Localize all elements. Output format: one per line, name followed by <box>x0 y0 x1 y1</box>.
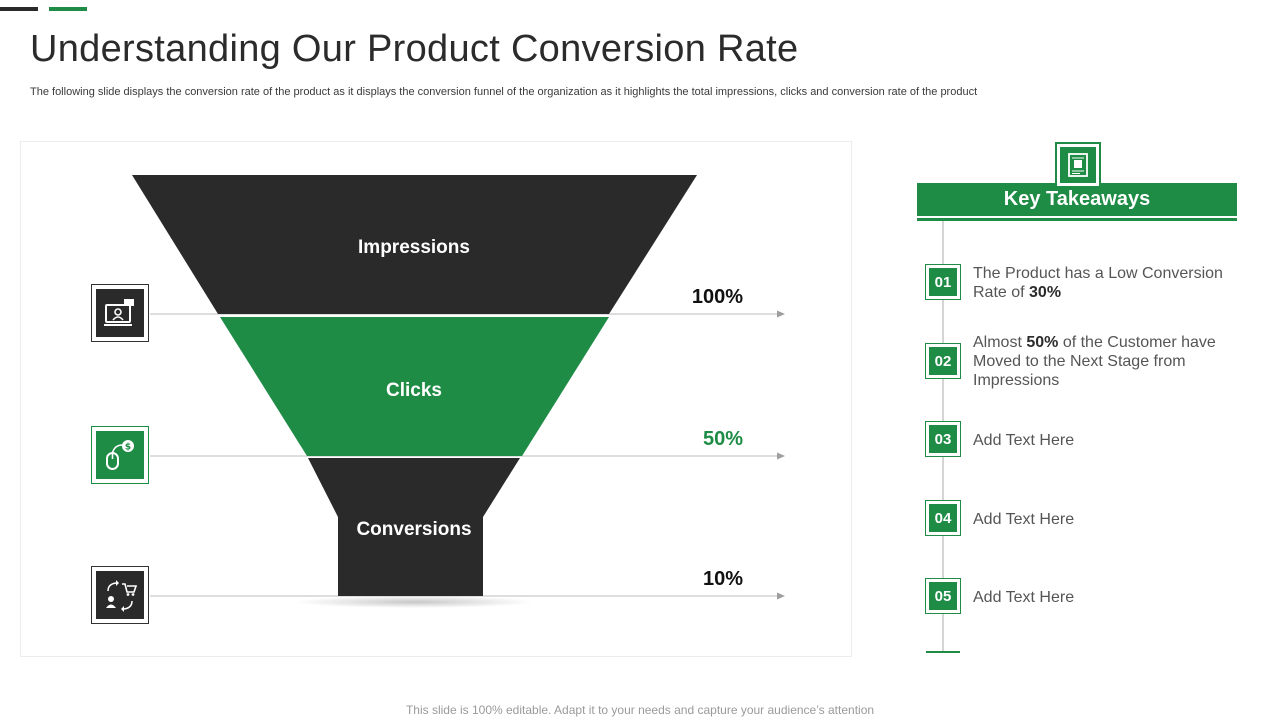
key-takeaways-header: Key Takeaways <box>917 183 1237 216</box>
computer-monitor-icon <box>104 299 134 326</box>
page-title: Understanding Our Product Conversion Rat… <box>30 28 799 70</box>
takeaway-text-2: Almost 50% of the Customer have Moved to… <box>973 334 1216 389</box>
accent-bar-dark <box>0 7 38 11</box>
percent-conversions: 10% <box>702 568 743 590</box>
takeaway-text-5: Add Text Here <box>973 589 1075 606</box>
takeaway-number-2: 02 <box>925 343 961 379</box>
funnel-segment-clicks <box>220 317 609 456</box>
takeaway-number-4: 04 <box>925 500 961 536</box>
key-takeaways-icon-box <box>1055 142 1101 188</box>
takeaway-text-1: The Product has a Low Conversion Rate of… <box>973 265 1223 301</box>
svg-text:$: $ <box>125 443 131 453</box>
accent-bar-green <box>49 7 87 11</box>
funnel-panel: Impressions Clicks Conversions 100% 50% … <box>20 141 852 657</box>
funnel-segment-impressions <box>132 175 697 314</box>
user-cart-cycle-icon <box>106 580 138 612</box>
mouse-dollar-icon: $ <box>106 440 134 470</box>
percent-clicks: 50% <box>702 428 743 450</box>
takeaway-text-4: Add Text Here <box>973 511 1075 528</box>
stage-icon-box-impressions <box>91 284 149 342</box>
funnel-shadow <box>294 596 534 608</box>
takeaways-timeline-end <box>926 651 960 653</box>
funnel-graphic <box>132 175 785 608</box>
percent-impressions: 100% <box>691 286 743 308</box>
funnel-segment-conversions <box>308 458 520 596</box>
takeaway-text-3: Add Text Here <box>973 432 1075 449</box>
takeaway-number-3: 03 <box>925 421 961 457</box>
stage-label-conversions: Conversions <box>356 519 472 540</box>
stage-label-impressions: Impressions <box>358 237 470 258</box>
chip-document-icon <box>1068 153 1088 177</box>
stage-icon-box-conversions <box>91 566 149 624</box>
stage-label-clicks: Clicks <box>386 380 442 401</box>
footer-note: This slide is 100% editable. Adapt it to… <box>405 703 875 717</box>
takeaway-number-5: 05 <box>925 578 961 614</box>
stage-icon-box-clicks: $ <box>91 426 149 484</box>
key-takeaways-underline <box>917 218 1237 221</box>
page-subtitle: The following slide displays the convers… <box>30 86 978 98</box>
takeaway-number-1: 01 <box>925 264 961 300</box>
